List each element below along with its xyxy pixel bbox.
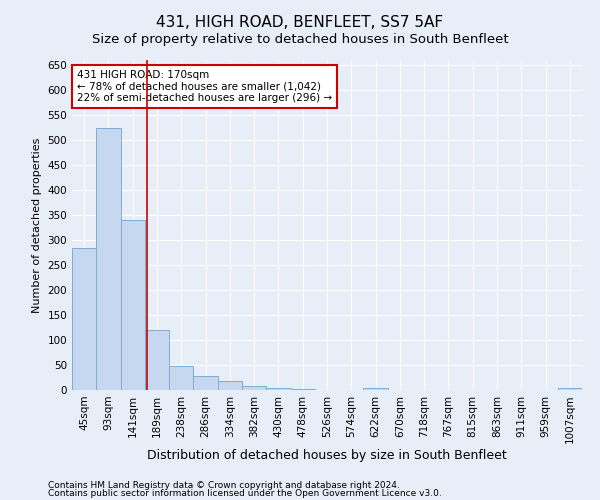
Bar [72,248,96,390]
Text: Contains HM Land Registry data © Crown copyright and database right 2024.: Contains HM Land Registry data © Crown c… [48,480,400,490]
Bar [558,388,582,390]
Bar [145,330,169,390]
Text: 431 HIGH ROAD: 170sqm
← 78% of detached houses are smaller (1,042)
22% of semi-d: 431 HIGH ROAD: 170sqm ← 78% of detached … [77,70,332,103]
Bar [364,388,388,390]
Bar [96,128,121,390]
Bar [193,376,218,390]
Text: Contains public sector information licensed under the Open Government Licence v3: Contains public sector information licen… [48,489,442,498]
Bar [218,381,242,390]
Bar [121,220,145,390]
Bar [266,388,290,390]
Bar [242,386,266,390]
Y-axis label: Number of detached properties: Number of detached properties [32,138,42,312]
Text: 431, HIGH ROAD, BENFLEET, SS7 5AF: 431, HIGH ROAD, BENFLEET, SS7 5AF [157,15,443,30]
X-axis label: Distribution of detached houses by size in South Benfleet: Distribution of detached houses by size … [147,449,507,462]
Bar [290,389,315,390]
Bar [169,366,193,390]
Text: Size of property relative to detached houses in South Benfleet: Size of property relative to detached ho… [92,32,508,46]
